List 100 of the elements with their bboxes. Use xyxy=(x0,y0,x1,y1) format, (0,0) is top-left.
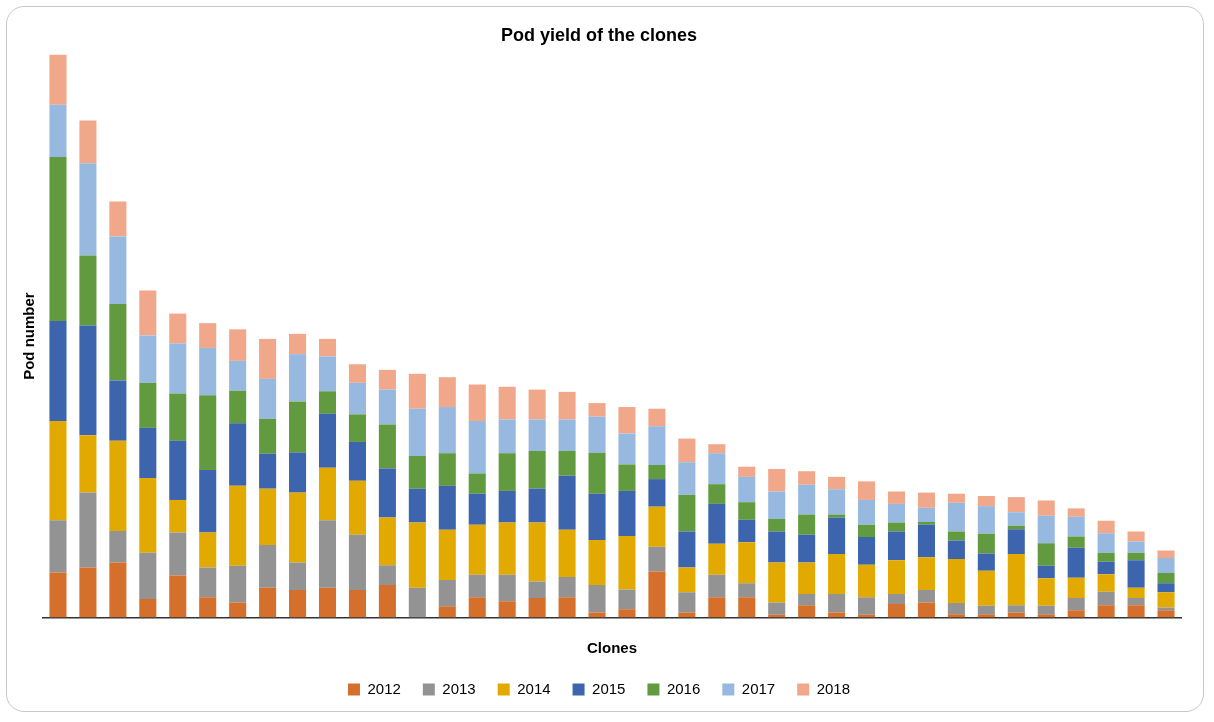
legend-label: 2017 xyxy=(741,679,776,697)
bar xyxy=(648,465,666,480)
bar xyxy=(109,562,127,618)
bar xyxy=(1157,610,1175,618)
bar xyxy=(768,468,786,492)
bar xyxy=(678,592,696,613)
bar xyxy=(738,466,756,477)
bar xyxy=(348,480,366,535)
bar xyxy=(289,452,307,493)
bar xyxy=(318,587,337,618)
bar xyxy=(798,593,816,606)
bar xyxy=(528,450,546,489)
bar xyxy=(468,384,486,422)
bar xyxy=(828,517,846,554)
bar xyxy=(558,391,576,420)
bar xyxy=(947,493,965,503)
bar xyxy=(408,522,426,588)
bar xyxy=(708,453,726,485)
bar xyxy=(558,597,576,618)
bar xyxy=(199,567,217,598)
bar xyxy=(289,333,307,355)
bar xyxy=(79,120,97,164)
bar xyxy=(977,553,995,571)
bar xyxy=(438,453,456,486)
bar xyxy=(378,517,396,566)
bar xyxy=(169,499,187,533)
bar xyxy=(618,490,636,536)
bar xyxy=(1127,560,1145,588)
bar xyxy=(1067,536,1085,548)
bar xyxy=(858,499,876,525)
bar xyxy=(977,570,995,606)
bar xyxy=(887,560,906,594)
bar xyxy=(1157,592,1175,608)
bar xyxy=(139,552,157,600)
bar xyxy=(828,476,846,490)
bar xyxy=(468,597,486,618)
bar xyxy=(558,475,576,530)
bar xyxy=(49,421,67,521)
bar xyxy=(49,54,67,105)
bar xyxy=(977,506,995,534)
bar xyxy=(1007,553,1025,606)
bar xyxy=(678,567,696,593)
bar xyxy=(378,389,396,425)
bar xyxy=(498,490,516,523)
bar xyxy=(798,514,816,535)
bar xyxy=(1007,497,1025,513)
bar xyxy=(1127,605,1145,618)
bar xyxy=(438,485,456,530)
bar xyxy=(289,562,307,591)
bar xyxy=(348,590,366,618)
bar xyxy=(1007,529,1025,554)
chart-title: Pod yield of the clones xyxy=(500,24,698,45)
bar xyxy=(768,491,786,520)
legend-label: 2013 xyxy=(442,679,476,697)
bar xyxy=(1097,533,1115,553)
bar xyxy=(1097,552,1115,562)
bar xyxy=(828,489,846,515)
bar xyxy=(318,391,337,414)
bar xyxy=(708,543,726,575)
bar xyxy=(947,540,965,560)
bar xyxy=(618,589,636,610)
bar xyxy=(109,201,127,237)
bar xyxy=(798,605,816,618)
bar xyxy=(618,535,636,590)
bar xyxy=(648,571,666,618)
bar xyxy=(49,157,67,321)
bar xyxy=(289,354,307,402)
bar xyxy=(438,579,456,607)
bar xyxy=(798,471,816,485)
bar xyxy=(169,343,187,394)
bar xyxy=(648,506,666,547)
bar xyxy=(109,304,127,381)
bar xyxy=(1157,583,1175,593)
bar xyxy=(1157,573,1175,584)
legend-label: 2018 xyxy=(816,679,851,697)
bar xyxy=(1067,508,1085,517)
bar xyxy=(229,360,247,391)
bar xyxy=(438,407,456,454)
bar xyxy=(259,587,277,618)
bar xyxy=(528,522,546,582)
bar xyxy=(558,529,576,578)
bar xyxy=(1097,520,1115,534)
bar xyxy=(498,419,516,454)
bar xyxy=(1067,610,1085,618)
bar xyxy=(199,395,217,471)
bar xyxy=(618,407,636,434)
bar xyxy=(1097,591,1115,606)
bar xyxy=(1007,605,1025,613)
bar xyxy=(917,524,935,558)
bar xyxy=(1127,587,1145,598)
bar xyxy=(768,562,786,603)
bar xyxy=(408,373,426,409)
bar xyxy=(259,544,277,588)
bar xyxy=(348,382,366,415)
bar xyxy=(1037,500,1055,516)
bar xyxy=(498,453,516,491)
bar xyxy=(199,323,217,348)
bar xyxy=(318,338,337,357)
bar xyxy=(49,572,67,618)
bar xyxy=(289,401,307,453)
